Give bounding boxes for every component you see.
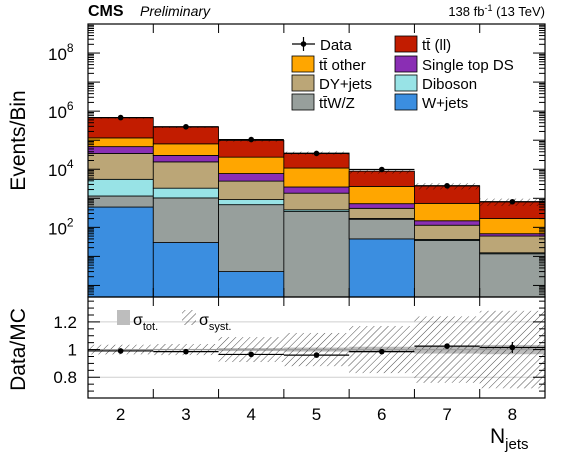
status-label: Preliminary: [140, 3, 211, 19]
ratio-point: [117, 348, 124, 354]
main-panel: 102 104 106 108 Events/Bin Data tt̄ (ll) tt̄ ot…: [7, 23, 546, 298]
ratio-frame: [87, 296, 546, 399]
stack-bar-6: [283, 167, 350, 188]
legend-total-unc-label: σtot.: [133, 312, 158, 333]
stack-bar-5: [348, 203, 415, 209]
stack-bar-7: [218, 140, 285, 158]
data-point: [313, 150, 320, 157]
ratio-y-axis-label: Data/MC: [7, 308, 30, 391]
stack-bar-4: [414, 224, 481, 240]
data-point: [378, 166, 385, 173]
legend-swatch: [394, 93, 418, 111]
ratio-point: [313, 352, 320, 358]
y-tick-label: 104: [48, 157, 74, 180]
stack-bar-5: [218, 173, 285, 182]
legend-swatch: [291, 55, 315, 73]
stack-bar-4: [218, 180, 285, 200]
stack-bar-5: [152, 155, 219, 163]
stack-bar-3: [152, 187, 219, 199]
legend-label: tt̄ other: [319, 57, 366, 74]
stack-bar-1: [348, 238, 415, 298]
stack-bar-2: [348, 218, 415, 240]
y-tick-label: 102: [48, 215, 74, 238]
legend-label: tt̄W/Z: [319, 95, 355, 112]
legend-total-unc-swatch: [117, 310, 130, 325]
ratio-point: [509, 344, 516, 351]
y-axis-label: Events/Bin: [7, 90, 30, 190]
stack-bar-3: [218, 199, 285, 206]
stack-bar-6: [152, 143, 219, 156]
y-tick-label: 106: [48, 99, 74, 122]
stack-bar-2: [87, 195, 154, 208]
legend-swatch: [291, 74, 315, 92]
stack-bar-1: [218, 271, 285, 298]
x-tick-label: 3: [181, 405, 190, 424]
data-point: [183, 123, 189, 130]
ratio-point: [248, 351, 255, 358]
data-point: [509, 198, 516, 205]
ratio-point: [444, 343, 450, 349]
legend-label: W+jets: [422, 95, 468, 112]
legend-label: Diboson: [422, 76, 477, 93]
legend-swatch: [394, 74, 418, 92]
ratio-point: [183, 348, 189, 355]
legend-label: Single top DS: [422, 57, 514, 74]
stack-bar-4: [283, 192, 350, 211]
legend-label: DY+jets: [319, 76, 372, 93]
ratio-y-tick-label: 1.2: [53, 313, 77, 332]
ratio-y-tick-label: 1: [68, 341, 77, 360]
stack-bar-1: [152, 242, 219, 298]
legend-label: tt̄ (ll): [422, 37, 451, 54]
stack-bar-4: [348, 207, 415, 219]
legend-syst-unc-label: σsyst.: [199, 312, 232, 333]
stack-bar-6: [414, 202, 481, 222]
x-tick-label: 4: [246, 405, 255, 424]
x-tick-label: 7: [442, 405, 451, 424]
lumi-label: 138 fb-1 (13 TeV): [448, 3, 545, 19]
stack-bar-2: [414, 240, 481, 298]
x-axis-label: Njets: [490, 425, 529, 453]
stack-bar-6: [218, 156, 285, 174]
x-tick-label: 8: [508, 405, 517, 424]
stack-bar-2: [152, 197, 219, 243]
stack-bar-3: [87, 178, 154, 197]
legend-label: Data: [320, 37, 352, 54]
legend-swatch: [291, 93, 315, 111]
stack-bar-6: [348, 186, 415, 205]
stack-bar-6: [479, 218, 546, 235]
x-tick-label: 6: [377, 405, 386, 424]
x-tick-label: 5: [312, 405, 321, 424]
y-tick-label: 108: [48, 41, 74, 64]
legend-swatch: [394, 55, 418, 73]
legend-data-marker: [300, 41, 307, 47]
data-point: [248, 136, 255, 143]
stack-bar-2: [479, 253, 546, 298]
data-point: [444, 182, 450, 189]
stack-bar-5: [87, 146, 154, 154]
stack-bar-4: [87, 153, 154, 180]
stack-bar-4: [152, 161, 219, 189]
stack-bar-2: [283, 211, 350, 298]
legend-syst-unc-swatch: [182, 310, 196, 325]
stack-bar-2: [218, 204, 285, 272]
stack-bar-7: [87, 117, 154, 139]
ratio-point: [378, 348, 385, 355]
legend-swatch: [394, 35, 418, 53]
stack-bar-5: [414, 220, 481, 226]
stack-bar-1: [87, 206, 154, 298]
ratio-y-tick-label: 0.8: [53, 368, 77, 387]
stack-bar-4: [479, 235, 546, 254]
data-point: [117, 114, 124, 121]
experiment-label: CMS: [88, 3, 124, 20]
stack-bar-6: [87, 137, 154, 148]
stack-bar-5: [283, 186, 350, 194]
x-tick-label: 2: [116, 405, 125, 424]
